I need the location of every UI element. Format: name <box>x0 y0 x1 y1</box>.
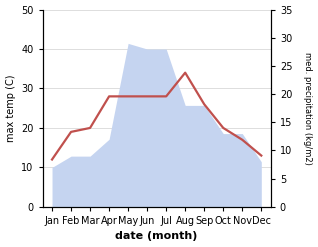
X-axis label: date (month): date (month) <box>115 231 198 242</box>
Y-axis label: max temp (C): max temp (C) <box>5 74 16 142</box>
Y-axis label: med. precipitation (kg/m2): med. precipitation (kg/m2) <box>303 52 313 165</box>
